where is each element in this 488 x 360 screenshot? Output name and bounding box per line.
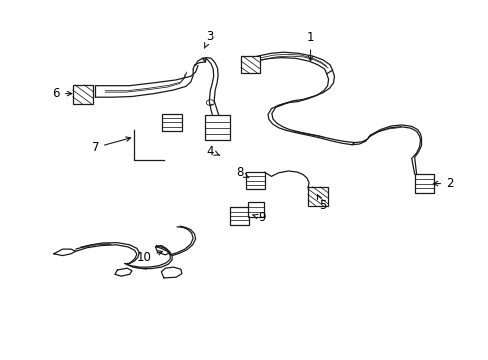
Bar <box>248 202 264 217</box>
Bar <box>162 114 182 131</box>
Text: 7: 7 <box>91 137 130 154</box>
Polygon shape <box>115 268 132 276</box>
Bar <box>230 207 248 225</box>
Bar <box>414 174 433 193</box>
Text: 9: 9 <box>252 211 265 224</box>
Bar <box>307 187 327 206</box>
Text: 1: 1 <box>306 31 314 61</box>
Text: 8: 8 <box>235 166 248 179</box>
Text: 6: 6 <box>52 87 72 100</box>
Bar <box>245 172 264 189</box>
Text: 5: 5 <box>317 195 326 212</box>
Text: 10: 10 <box>137 251 162 264</box>
Polygon shape <box>155 246 170 255</box>
Bar <box>204 115 230 140</box>
Polygon shape <box>161 267 182 278</box>
Text: 4: 4 <box>206 145 219 158</box>
Bar <box>73 85 93 104</box>
Bar <box>241 56 259 73</box>
Polygon shape <box>54 249 76 256</box>
Text: 3: 3 <box>204 30 214 48</box>
Text: 2: 2 <box>432 177 453 190</box>
